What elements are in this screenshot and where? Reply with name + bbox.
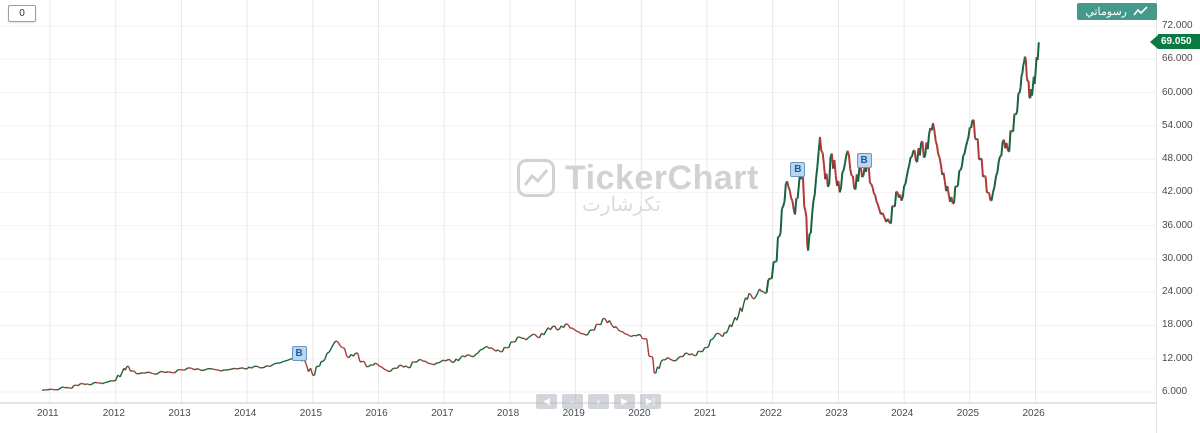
price-axis-label: 36.000 <box>1162 219 1193 231</box>
last-price-tag: 69.050 <box>1150 34 1200 50</box>
price-axis-label: 54.000 <box>1162 119 1193 131</box>
pan-left-button[interactable]: ◀ <box>536 394 557 409</box>
jump-to-end-button[interactable]: ▶| <box>640 394 661 409</box>
price-tag-arrow-icon <box>1150 34 1158 49</box>
price-axis-label: 66.000 <box>1162 53 1193 65</box>
zoom-out-button[interactable]: − <box>562 394 583 409</box>
price-axis-label: 12.000 <box>1162 352 1193 364</box>
zoom-in-button[interactable]: + <box>588 394 609 409</box>
price-axis-label: 18.000 <box>1162 319 1193 331</box>
price-axis-label: 48.000 <box>1162 153 1193 165</box>
price-axis-label: 30.000 <box>1162 252 1193 264</box>
my-charts-button[interactable]: رسوماتي <box>1077 3 1157 20</box>
price-axis-label: 42.000 <box>1162 186 1193 198</box>
price-axis-label: 72.000 <box>1162 20 1193 31</box>
price-axis-label: 24.000 <box>1162 286 1193 298</box>
pan-right-button[interactable]: ▶ <box>614 394 635 409</box>
chart-nav-controls: ◀ − + ▶ ▶| <box>536 394 661 409</box>
buy-signal-marker[interactable]: B <box>856 153 872 169</box>
my-charts-label: رسوماتي <box>1085 6 1127 18</box>
mode-indicator[interactable]: 0 <box>8 5 36 22</box>
gridlines <box>0 0 1158 433</box>
price-axis-label: 60.000 <box>1162 86 1193 98</box>
price-series <box>41 42 1040 392</box>
buy-signal-marker[interactable]: B <box>291 345 307 361</box>
price-axis: 6.000 12.000 18.000 24.000 30.000 36.000 42.00… <box>1157 0 1200 433</box>
buy-signal-marker[interactable]: B <box>790 162 806 178</box>
line-chart-icon <box>1133 6 1148 16</box>
last-price-value: 69.050 <box>1158 34 1200 50</box>
trade-markers-layer: B B B <box>291 153 872 361</box>
price-axis-label: 6.000 <box>1162 386 1188 397</box>
